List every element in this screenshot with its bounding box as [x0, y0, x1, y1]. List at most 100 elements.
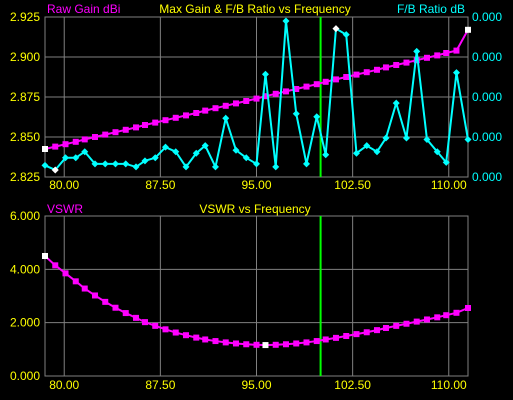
vswr-point [152, 322, 159, 329]
vswr-point [332, 334, 339, 341]
gain-point [363, 69, 370, 76]
vswr-point [222, 339, 229, 346]
vswr-x-tick-label: 95.00 [241, 378, 271, 392]
gain-point [152, 119, 159, 126]
vswr-y-tick-label: 6.000 [10, 209, 40, 223]
fb-point [201, 142, 209, 150]
gain-point [443, 50, 450, 56]
vswr-x-tick-label: 102.50 [334, 378, 371, 392]
vswr-point [382, 325, 389, 331]
fb-y-tick-label: 0.000 [472, 170, 502, 184]
vswr-point [303, 339, 310, 346]
fb-point [112, 160, 119, 168]
gain-chart-title: Max Gain & F/B Ratio vs Frequency [159, 2, 350, 16]
gain-point [272, 90, 279, 97]
gain-point [122, 126, 129, 133]
fb-point [313, 113, 321, 121]
vswr-point [52, 262, 59, 269]
vswr-point [262, 342, 269, 349]
fb-point [373, 148, 381, 156]
fb-point [433, 148, 441, 156]
fb-point [91, 160, 99, 168]
gain-point [193, 110, 200, 116]
fb-point [141, 157, 149, 165]
vswr-point [434, 314, 441, 321]
gain-point [212, 105, 219, 112]
gain-point [332, 76, 339, 83]
fb-point [211, 163, 219, 171]
vswr-point [162, 326, 169, 333]
vswr-point [243, 341, 250, 348]
vswr-point [363, 329, 370, 336]
vswr-x-tick-label: 110.00 [431, 378, 467, 392]
vswr-point [112, 304, 119, 311]
gain-point [353, 71, 360, 78]
vswr-point [122, 310, 129, 317]
fb-point [151, 154, 159, 162]
vswr-point [232, 340, 239, 347]
vswr-y-tick-label: 2.000 [10, 316, 40, 330]
vswr-point [42, 253, 48, 259]
fb-point [242, 154, 250, 162]
gain-point [373, 66, 380, 73]
vswr-point [353, 331, 360, 338]
vswr-point [322, 336, 329, 343]
vswr-point [141, 319, 148, 326]
gain-point [413, 57, 420, 64]
gain-y-tick-label: 2.925 [10, 10, 40, 24]
fb-y-tick-label: 0.000 [472, 130, 502, 144]
gain-point [453, 47, 460, 54]
vswr-point [393, 322, 400, 329]
gain-point [465, 26, 471, 33]
gain-x-tick-label: 95.00 [241, 178, 271, 192]
gain-point [262, 93, 269, 100]
fb-point [322, 151, 330, 159]
fb-point [41, 161, 49, 169]
fb-point [62, 154, 70, 162]
vswr-point [403, 320, 410, 327]
fb-y-tick-label: 0.000 [472, 10, 502, 24]
fb-point [382, 134, 390, 142]
fb-point [182, 163, 190, 171]
fb-point [402, 134, 410, 142]
gain-y-tick-label: 2.900 [10, 50, 40, 64]
gain-point [343, 74, 350, 80]
vswr-y-tick-label: 0.000 [10, 369, 40, 383]
gain-point [162, 117, 169, 124]
vswr-point [373, 327, 380, 334]
vswr-point [72, 278, 79, 285]
gain-y-tick-label: 2.850 [10, 130, 40, 144]
vswr-point [293, 340, 300, 347]
gain-x-tick-label: 80.00 [49, 178, 79, 192]
gain-point [382, 64, 389, 71]
gain-point [102, 131, 109, 138]
fb-point [232, 146, 240, 154]
vswr-point [272, 341, 279, 348]
gain-point [322, 78, 329, 85]
gain-point [403, 59, 410, 66]
fb-point [172, 148, 180, 156]
fb-point [261, 70, 269, 78]
gain-point [42, 146, 48, 152]
gain-x-tick-label: 110.00 [431, 178, 467, 192]
fb-point [292, 110, 300, 118]
gain-point [282, 88, 289, 95]
gain-point [91, 134, 98, 140]
vswr-point [453, 309, 460, 316]
gain-x-tick-label: 102.50 [334, 178, 371, 192]
gain-y-tick-label: 2.825 [10, 170, 40, 184]
vswr-point [183, 332, 189, 339]
vswr-point [81, 285, 88, 292]
gain-point [222, 102, 229, 109]
gain-point [81, 136, 88, 143]
fb-point [342, 31, 350, 39]
gain-point [423, 54, 430, 61]
fb-axis-label: F/B Ratio dB [397, 2, 465, 16]
gain-point [393, 62, 400, 68]
fb-point [222, 114, 230, 122]
vswr-x-tick-label: 87.50 [145, 378, 175, 392]
gain-point [253, 95, 260, 102]
gain-x-tick-label: 87.50 [145, 178, 175, 192]
gain-point [232, 100, 239, 107]
